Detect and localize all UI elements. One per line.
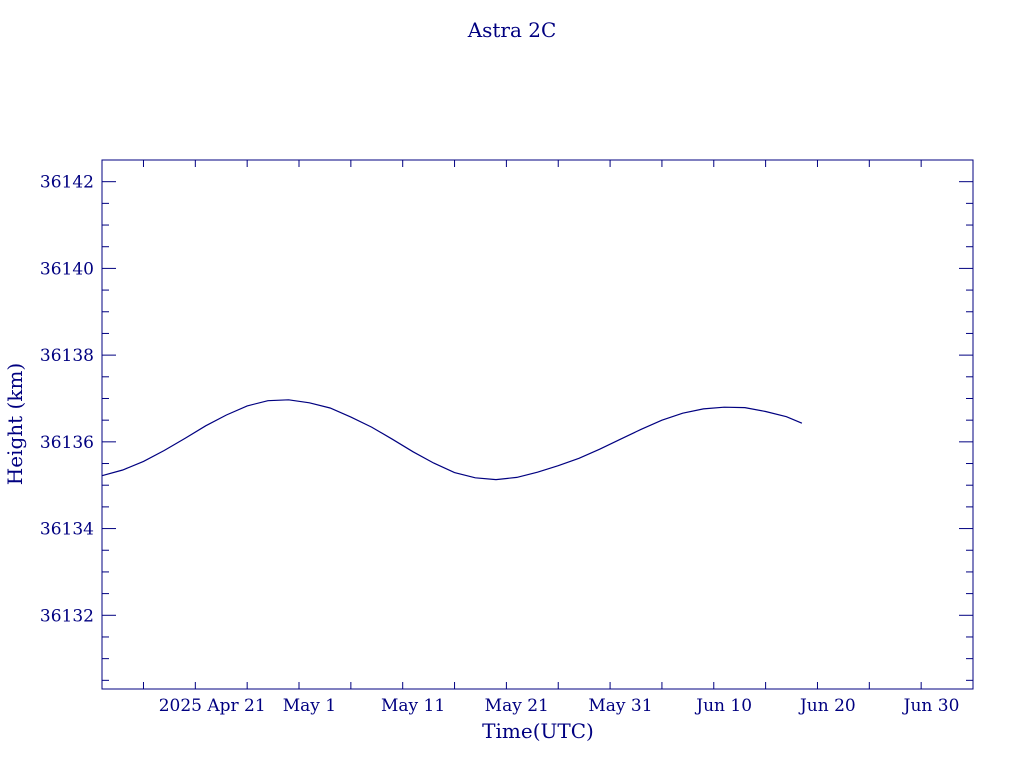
y-axis-label: Height (km) — [3, 363, 27, 485]
y-tick-label: 36142 — [40, 173, 94, 193]
x-tick-label: May 31 — [588, 696, 652, 716]
y-tick-label: 36132 — [40, 606, 94, 626]
x-tick-label: Jun 30 — [902, 696, 960, 716]
x-tick-label: May 21 — [485, 696, 549, 716]
tick-labels: 36132 36134 36136 36138 36140 36142 2025 Apr 2… — [40, 173, 959, 716]
x-tick-label: May 1 — [283, 696, 336, 716]
series-line — [101, 399, 803, 481]
x-tick-label: 2025 Apr 21 — [159, 696, 266, 716]
x-tick-label: Jun 20 — [798, 696, 856, 716]
x-axis-label: Time(UTC) — [482, 719, 594, 743]
y-tick-label: 36136 — [40, 433, 94, 453]
y-tick-label: 36134 — [40, 520, 94, 540]
axis-ticks — [102, 159, 974, 689]
y-tick-label: 36138 — [40, 346, 94, 366]
x-tick-label: Jun 10 — [694, 696, 752, 716]
y-tick-label: 36140 — [40, 259, 94, 279]
x-tick-label: May 11 — [381, 696, 445, 716]
plot-frame — [101, 159, 974, 690]
chart-title: Astra 2C — [467, 18, 557, 42]
